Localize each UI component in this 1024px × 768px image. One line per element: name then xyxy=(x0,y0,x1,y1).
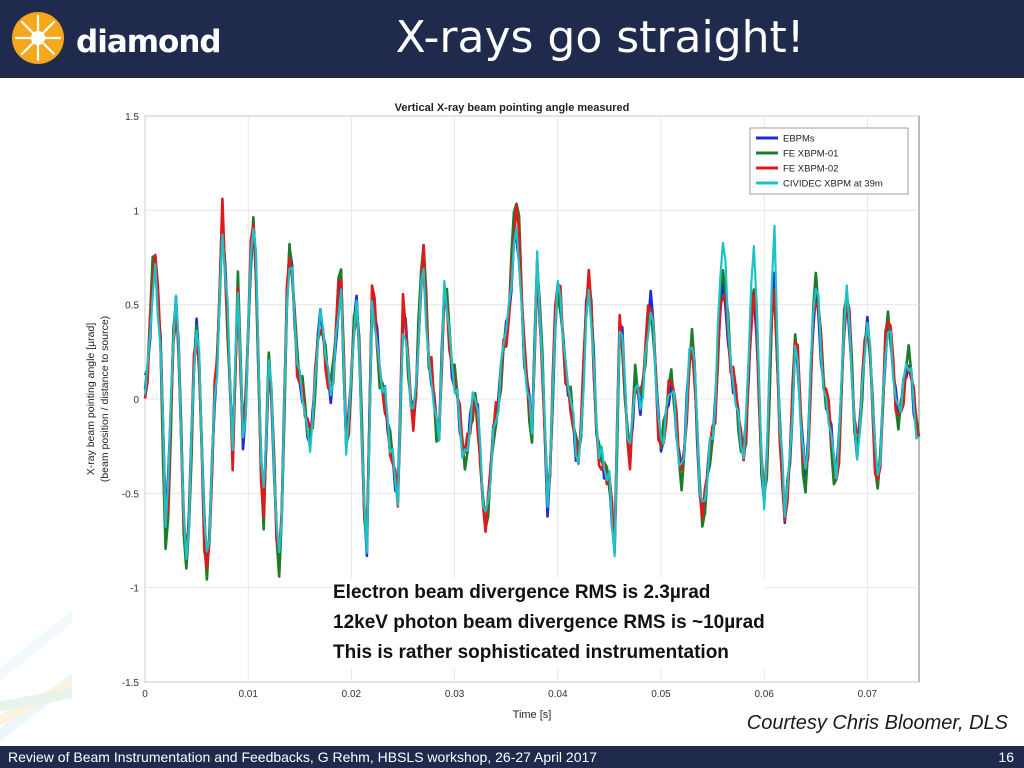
x-axis-label: Time [s] xyxy=(513,709,552,721)
y-axis-sublabel: (beam position / distance to source) xyxy=(99,316,111,482)
x-tick-label: 0.04 xyxy=(548,689,568,700)
x-tick-label: 0.02 xyxy=(342,689,362,700)
diamond-logo: diamond xyxy=(10,10,222,68)
slide-footer: Review of Beam Instrumentation and Feedb… xyxy=(0,746,1024,768)
grid-lines xyxy=(144,115,919,683)
y-tick-label: -1 xyxy=(130,584,139,595)
slide-title: X-rays go straight! xyxy=(395,12,805,63)
chart-legend: EBPMs FE XBPM-01 FE XBPM-02 CIVIDEC XBPM at… xyxy=(749,127,909,195)
y-tick-label: 1.5 xyxy=(125,112,139,123)
legend-label: FE XBPM-01 xyxy=(783,149,838,160)
x-tick-labels: 0 0.01 0.02 0.03 0.04 0.05 0.06 0.07 xyxy=(142,689,877,700)
y-tick-label: 0 xyxy=(133,395,139,406)
footer-text: Review of Beam Instrumentation and Feedb… xyxy=(8,749,598,765)
page-number: 16 xyxy=(998,749,1014,765)
x-tick-label: 0.07 xyxy=(858,689,878,700)
x-tick-label: 0.01 xyxy=(238,689,258,700)
annotation-line-2: 12keV photon beam divergence RMS is ~10µ… xyxy=(333,612,765,633)
y-axis-label: X-ray beam pointing angle [µrad] xyxy=(85,323,97,476)
y-tick-labels: -1.5 -1 -0.5 0 0.5 1 1.5 xyxy=(122,112,140,689)
y-tick-label: 1 xyxy=(133,206,139,217)
legend-label: EBPMs xyxy=(783,134,815,145)
series-line xyxy=(143,224,920,560)
starburst-icon xyxy=(12,12,64,64)
annotation-line-1: Electron beam divergence RMS is 2.3µrad xyxy=(333,582,711,603)
chart-title: Vertical X-ray beam pointing angle measu… xyxy=(395,102,630,114)
legend-label: FE XBPM-02 xyxy=(783,164,838,175)
annotation-box: Electron beam divergence RMS is 2.3µrad … xyxy=(333,578,765,668)
legend-label: CIVIDEC XBPM at 39m xyxy=(783,179,883,190)
annotation-line-3: This is rather sophisticated instrumenta… xyxy=(333,642,729,663)
series-lines xyxy=(143,197,921,581)
y-tick-label: -1.5 xyxy=(122,678,140,689)
y-tick-label: -0.5 xyxy=(122,489,140,500)
x-tick-label: 0 xyxy=(142,689,148,700)
logo-text: diamond xyxy=(76,24,222,60)
x-tick-label: 0.06 xyxy=(754,689,774,700)
slide-header: diamond X-rays go straight! xyxy=(0,0,1024,78)
x-tick-label: 0.05 xyxy=(651,689,671,700)
courtesy-credit: Courtesy Chris Bloomer, DLS xyxy=(746,712,1008,734)
y-tick-label: 0.5 xyxy=(125,301,139,312)
x-tick-label: 0.03 xyxy=(445,689,465,700)
